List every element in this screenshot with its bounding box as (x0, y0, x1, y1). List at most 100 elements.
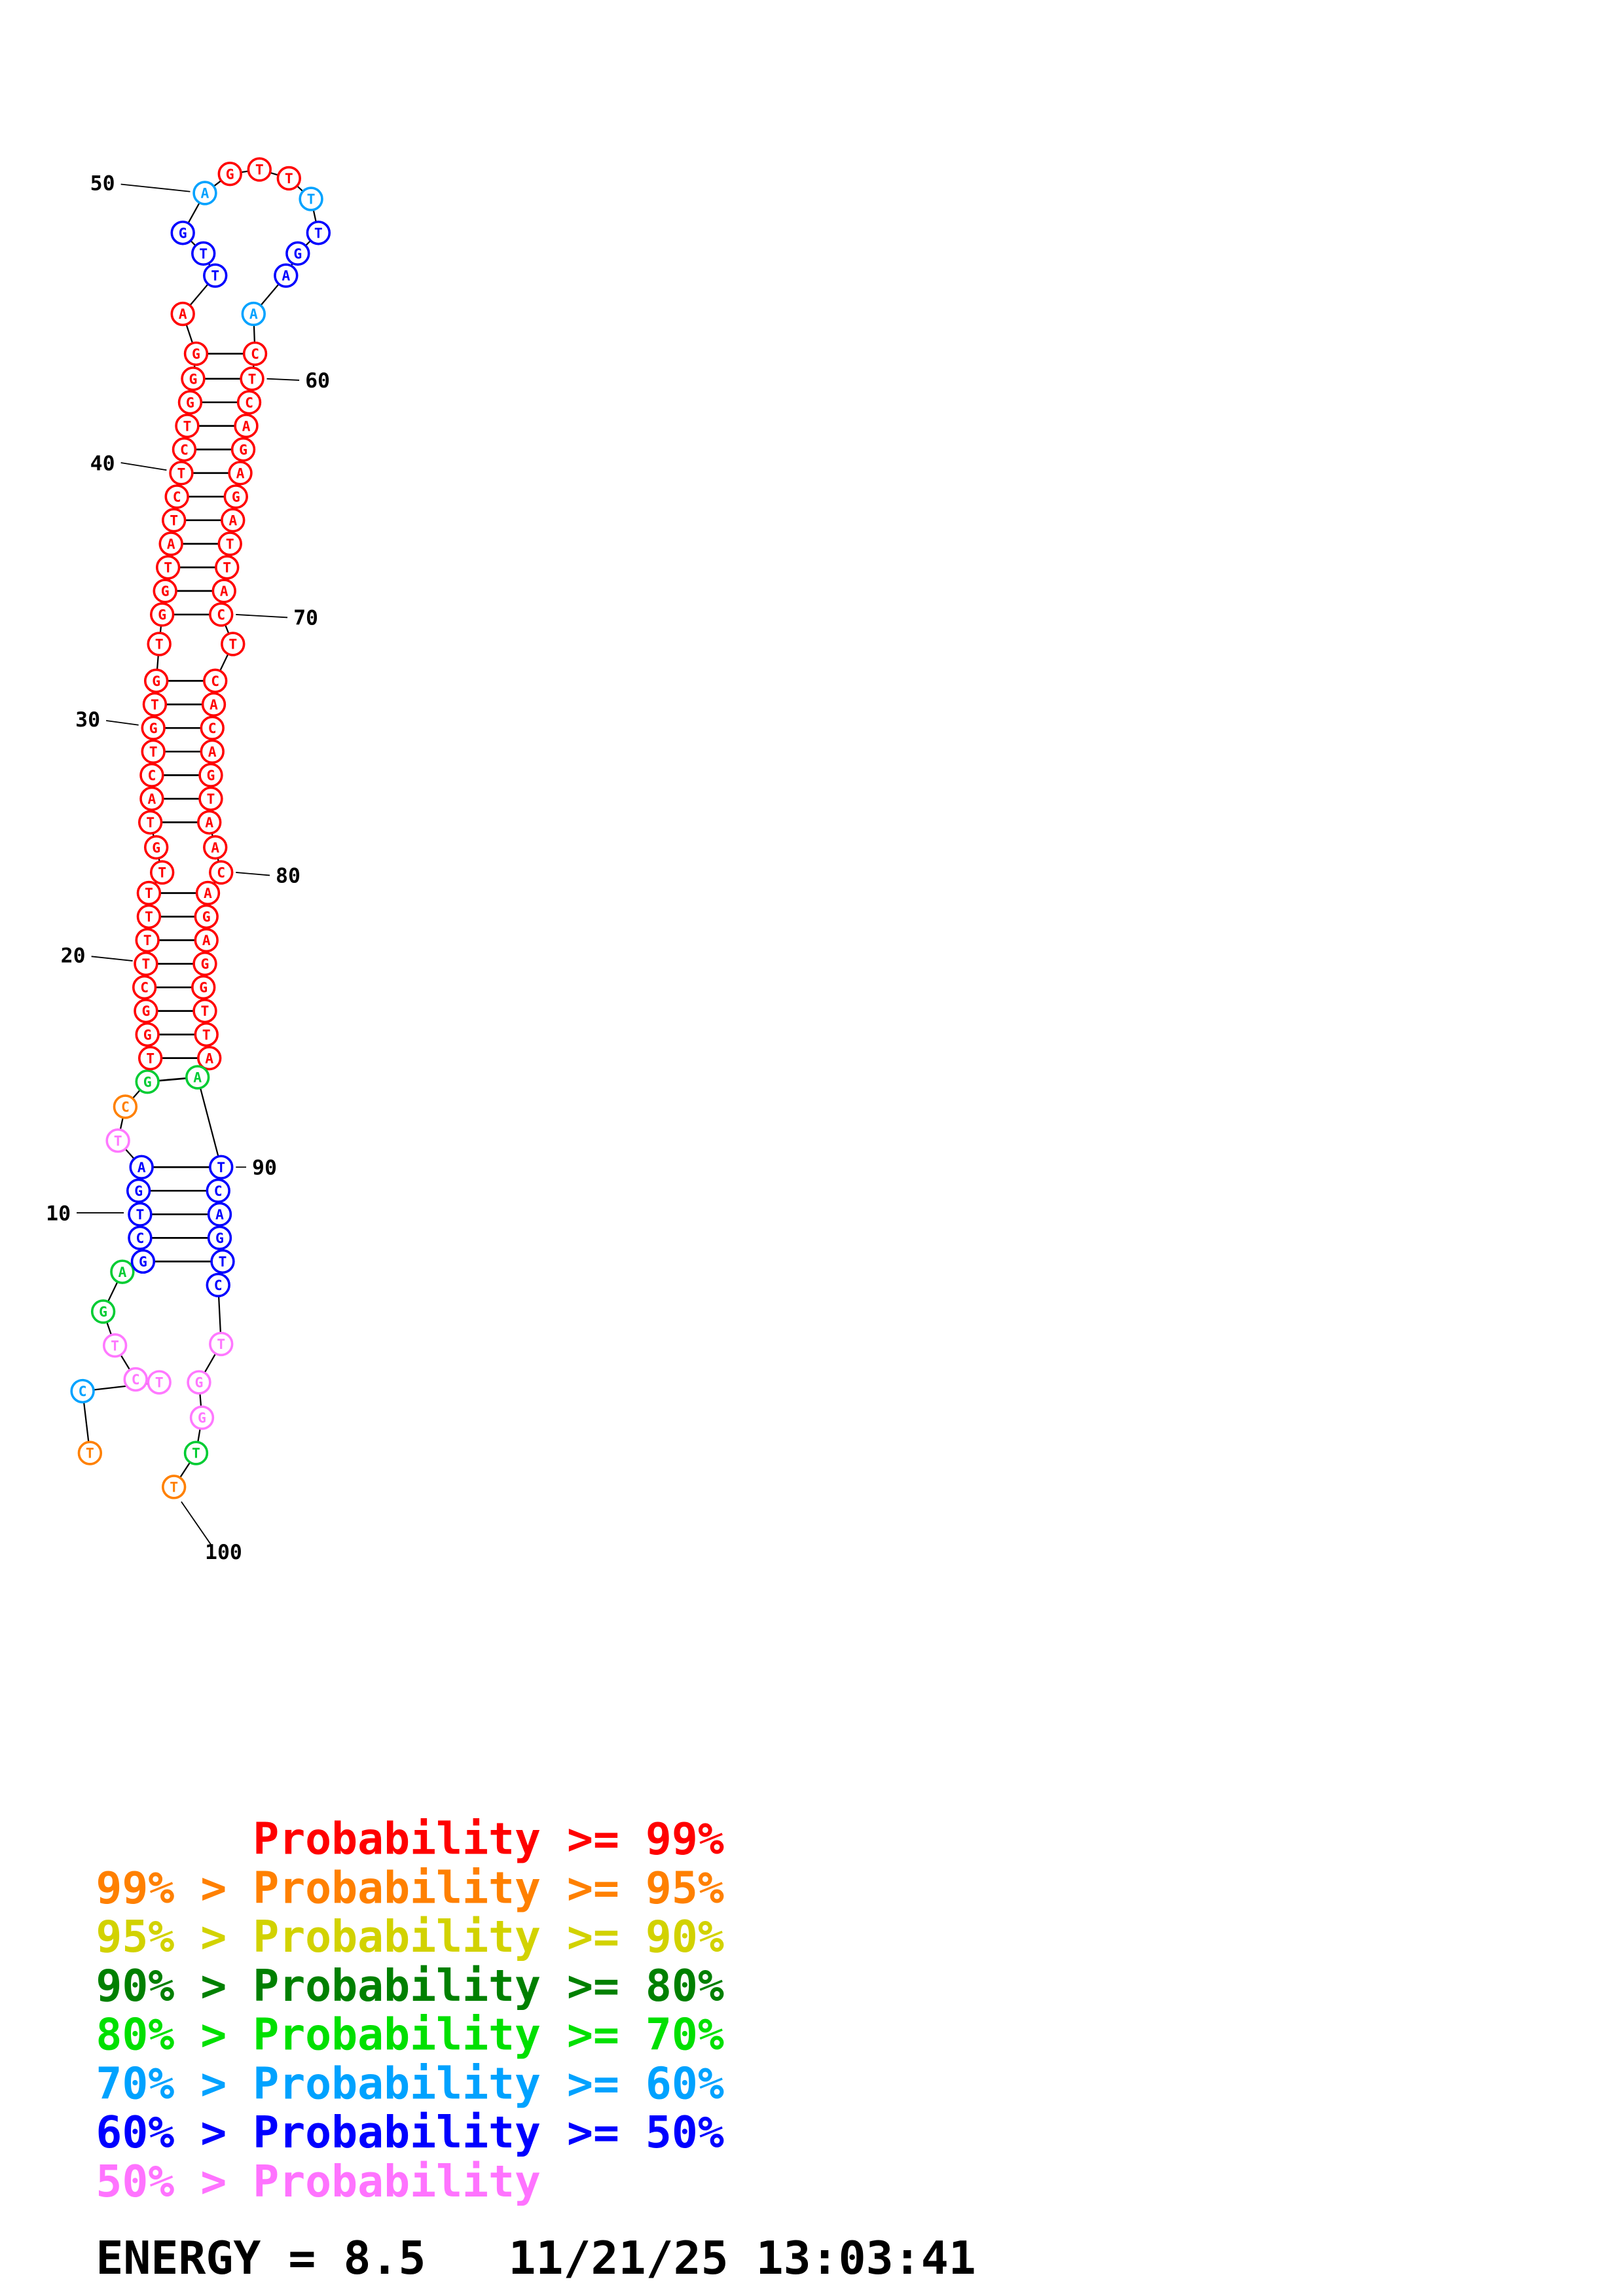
nucleotide-circle (161, 1475, 187, 1499)
position-label: 50 (90, 171, 115, 195)
nucleotide-circle (206, 1272, 230, 1298)
nucleotide-letter: A (147, 791, 156, 808)
nucleotide-circle (134, 951, 158, 977)
nucleotide-circle (113, 1094, 138, 1119)
nucleotide-circle (187, 1370, 211, 1395)
nucleotide-letter: G (152, 840, 160, 856)
nucleotide-letter: T (155, 1375, 164, 1391)
nucleotide-letter: A (179, 306, 187, 323)
nucleotide-circle (143, 668, 169, 693)
legend-line: 50% > Probability (96, 2156, 541, 2207)
position-label: 10 (46, 1202, 71, 1225)
nucleotide-letter: C (217, 865, 225, 882)
legend-line: 90% > Probability >= 80% (96, 1960, 724, 2011)
nucleotide-circle (77, 1441, 103, 1465)
nucleotide-circle (137, 1045, 163, 1071)
nucleotide-circle (147, 632, 172, 656)
nucleotide-letter: C (79, 1384, 87, 1400)
nucleotide-circle (110, 1259, 135, 1284)
nucleotide-letter: G (134, 1183, 143, 1200)
nucleotide-letter: A (220, 584, 228, 600)
nucleotide-circle (209, 860, 234, 885)
nucleotide-circle (194, 1022, 219, 1047)
nucleotide-circle (135, 1022, 160, 1047)
nucleotide-circle (241, 301, 266, 327)
nucleotide-letter: A (193, 1070, 202, 1086)
nucleotide-letter: A (118, 1265, 126, 1281)
nucleotide-letter: T (202, 1027, 211, 1043)
nucleotide-letter: T (307, 192, 316, 208)
nucleotide-letter: A (204, 886, 212, 902)
nucleotide-circle (228, 461, 253, 486)
nucleotide-circle (147, 1370, 172, 1395)
nucleotide-circle (209, 1331, 234, 1357)
nucleotide-circle (299, 187, 323, 211)
nucleotide-circle (210, 1249, 235, 1274)
nucleotide-circle (191, 241, 216, 266)
energy-line: ENERGY = 8.5 11/21/25 13:03:41 (96, 2232, 976, 2285)
nucleotide-circle (192, 951, 217, 977)
nucleotide-letter: T (226, 537, 234, 553)
nucleotide-letter: T (170, 1480, 178, 1496)
nucleotide-circle (247, 157, 272, 182)
backbone-bond (196, 1077, 222, 1168)
nucleotide-circle (123, 1367, 148, 1392)
nucleotide-letter: A (249, 306, 258, 323)
nucleotide-letter: T (86, 1446, 94, 1462)
nucleotide-letter: G (149, 721, 158, 737)
position-label: 30 (75, 708, 100, 732)
label-leader-line (120, 183, 191, 192)
nucleotide-letter: G (99, 1304, 107, 1321)
nucleotide-letter: A (208, 744, 217, 761)
nucleotide-circle (142, 692, 168, 717)
nucleotide-letter: A (236, 465, 245, 482)
nucleotide-circle (221, 632, 246, 656)
nucleotide-letter: T (114, 1133, 122, 1149)
nucleotide-letter: T (145, 909, 153, 925)
nucleotide-letter: T (183, 418, 192, 435)
nucleotide-letter: A (202, 933, 211, 949)
nucleotide-circle (155, 555, 181, 580)
nucleotide-circle (130, 1249, 156, 1274)
label-leader-line (181, 1501, 211, 1545)
nucleotide-letter: G (192, 346, 200, 363)
legend-line: 80% > Probability >= 70% (96, 2009, 724, 2060)
position-label: 80 (276, 865, 301, 888)
nucleotide-letter: T (219, 1254, 227, 1270)
nucleotide-circle (230, 437, 256, 462)
nucleotide-circle (141, 715, 166, 740)
nucleotide-circle (217, 162, 242, 187)
nucleotide-circle (215, 555, 240, 580)
nucleotide-letter: T (314, 225, 323, 242)
nucleotide-circle (153, 579, 177, 603)
nucleotide-letter: G (226, 166, 234, 183)
nucleotide-letter: T (111, 1338, 119, 1354)
nucleotide-letter: C (211, 673, 219, 690)
nucleotide-letter: T (146, 815, 155, 831)
nucleotide-letter: T (146, 1050, 155, 1067)
nucleotide-circle (242, 341, 268, 367)
nucleotide-circle (183, 341, 209, 367)
nucleotide-letter: T (170, 512, 178, 529)
legend-line: 60% > Probability >= 50% (96, 2107, 724, 2158)
nucleotide-circle (240, 366, 264, 391)
nucleotide-circle (135, 927, 160, 953)
position-label: 60 (305, 369, 330, 393)
nucleotide-circle (197, 1045, 222, 1071)
nucleotide-letter: A (282, 268, 290, 285)
nucleotide-letter: G (179, 225, 187, 242)
nucleotide-letter: G (201, 956, 210, 973)
nucleotide-letter: C (140, 980, 149, 996)
nucleotide-letter: T (211, 268, 219, 285)
nucleotide-circle (149, 860, 175, 885)
label-leader-line (105, 720, 139, 726)
nucleotide-circle (102, 1333, 128, 1358)
nucleotide-letter: T (192, 1446, 200, 1462)
nucleotide-circle (198, 762, 223, 788)
label-leader-line (266, 378, 300, 381)
nucleotide-letter: C (147, 768, 156, 784)
nucleotide-circle (206, 1178, 230, 1203)
nucleotide-circle (136, 904, 162, 929)
label-leader-line (236, 614, 288, 619)
